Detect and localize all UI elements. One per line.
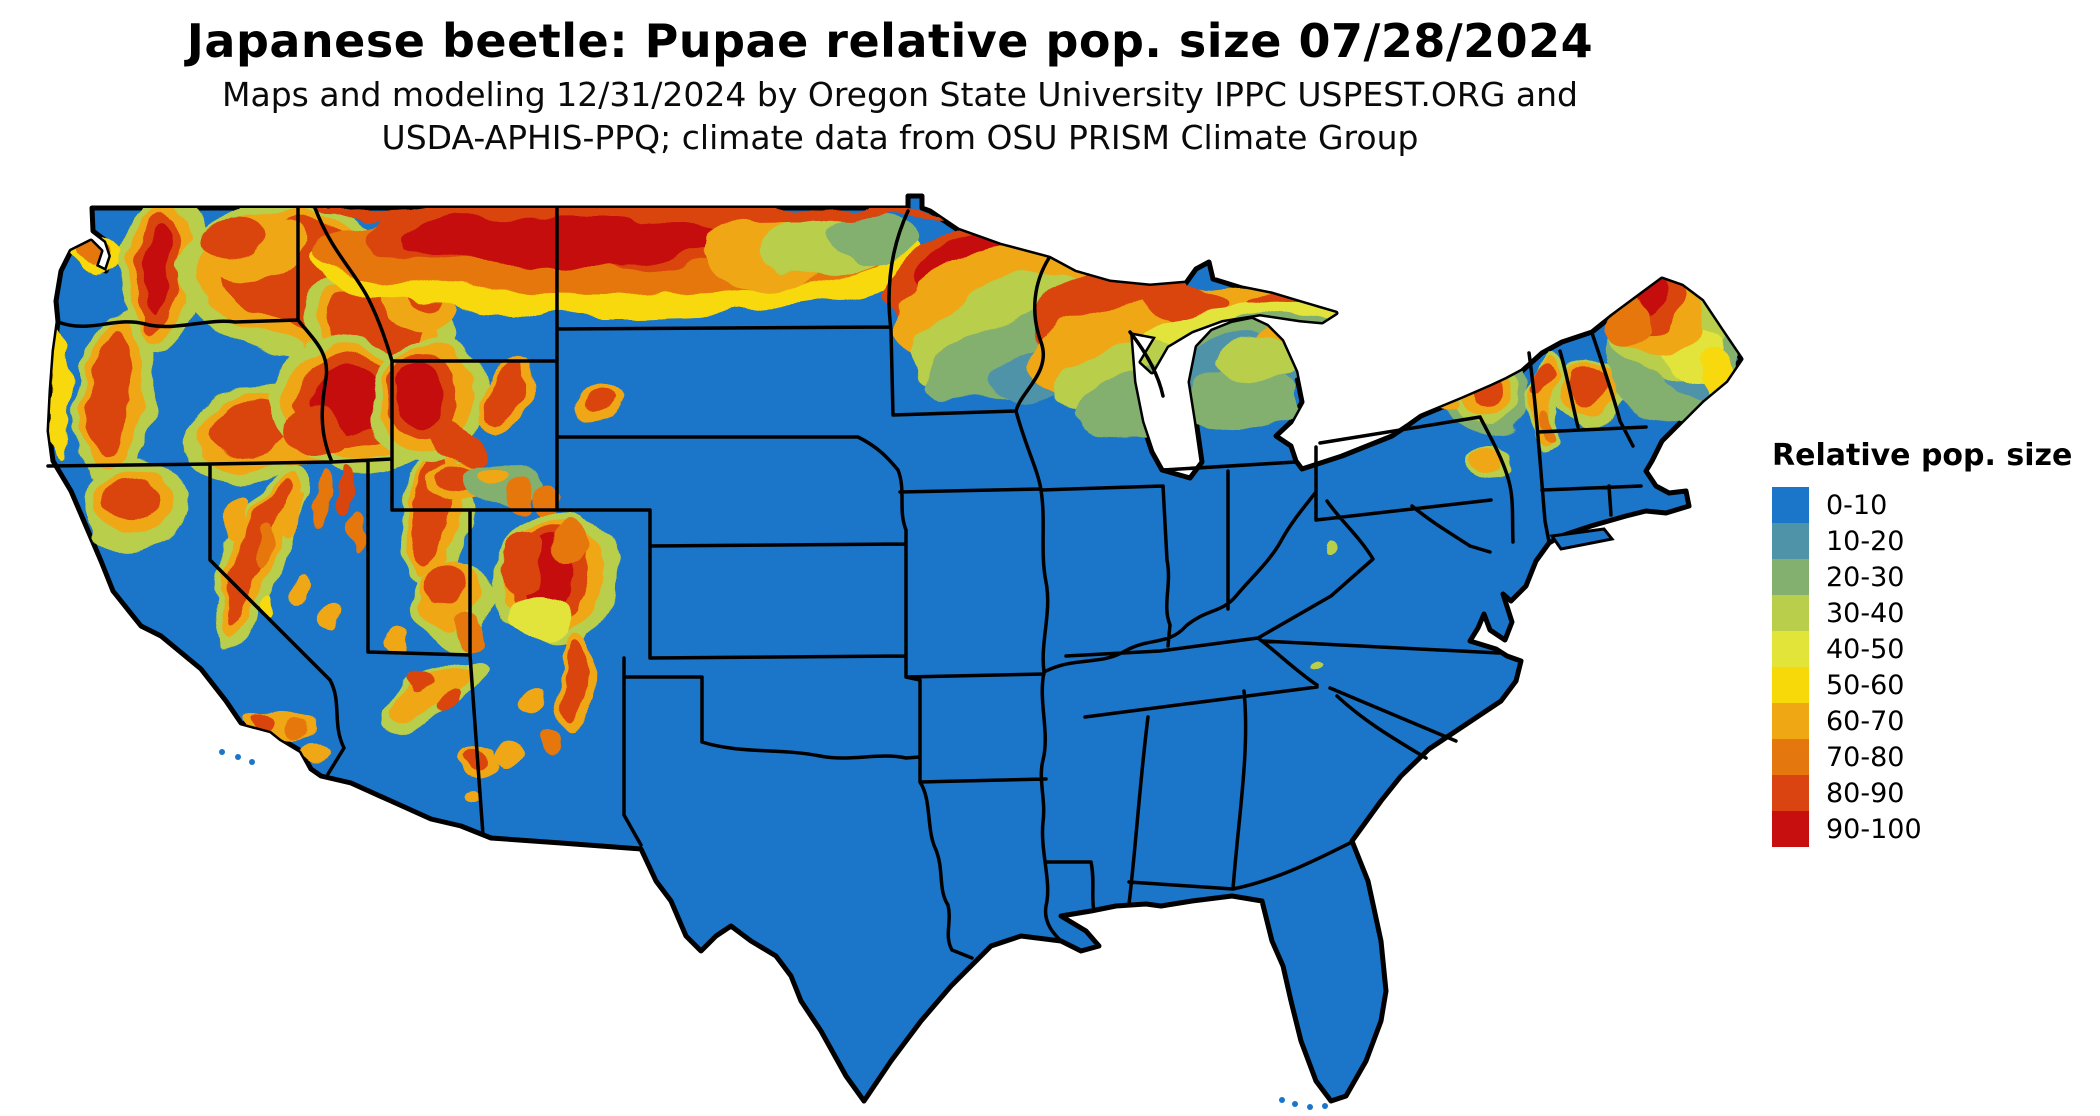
florida-keys (1279, 1097, 1328, 1110)
heat-region-mogollon-rim-arizona (382, 627, 482, 799)
heat-region-great-basin-nevada-ranges (230, 468, 366, 638)
subtitle-line-1: Maps and modeling 12/31/2024 by Oregon S… (222, 75, 1578, 114)
legend: Relative pop. size 0-10 10-20 20-30 30-40 40… (1772, 438, 2072, 847)
legend-title: Relative pop. size (1772, 438, 2073, 473)
page-title: Japanese beetle: Pupae relative pop. siz… (186, 14, 1594, 68)
legend-swatch (1772, 523, 1809, 559)
legend-item-70-80: 70-80 (1772, 739, 2072, 775)
heat-region-sangre-de-cristo-new-mexico (462, 635, 595, 778)
channel-islands (219, 749, 255, 765)
heat-region-cascades-washington (67, 196, 207, 352)
legend-swatch (1772, 559, 1809, 595)
legend-swatch (1772, 775, 1809, 811)
legend-label: 20-30 (1826, 561, 1905, 593)
legend-item-10-20: 10-20 (1772, 523, 2072, 559)
legend-label: 60-70 (1826, 705, 1905, 737)
legend-label: 50-60 (1826, 669, 1905, 701)
legend-label: 80-90 (1826, 777, 1905, 809)
legend-label: 30-40 (1826, 597, 1905, 629)
legend-item-30-40: 30-40 (1772, 595, 2072, 631)
page-subtitle: Maps and modeling 12/31/2024 by Oregon S… (0, 74, 1800, 160)
legend-item-80-90: 80-90 (1772, 775, 2072, 811)
legend-label: 40-50 (1826, 633, 1905, 665)
legend-label: 70-80 (1826, 741, 1905, 773)
legend-swatch (1772, 667, 1809, 703)
heat-region-montana-north-dakota-northern-plains (290, 200, 950, 316)
heat-overlay (53, 196, 1741, 799)
heat-region-appalachian-spots (1305, 538, 1338, 672)
state-borders (46, 206, 1648, 960)
heat-region-oregon-cascades-and-coast-range (53, 312, 156, 484)
legend-swatch (1772, 631, 1809, 667)
legend-item-60-70: 60-70 (1772, 703, 2072, 739)
legend-item-50-60: 50-60 (1772, 667, 2072, 703)
legend-label: 90-100 (1826, 813, 1922, 845)
legend-item-40-50: 40-50 (1772, 631, 2072, 667)
legend-swatch (1772, 703, 1809, 739)
heat-region-colorado-rockies (493, 506, 619, 650)
legend-swatch (1772, 487, 1809, 523)
legend-swatch (1772, 595, 1809, 631)
subtitle-line-2: USDA-APHIS-PPQ; climate data from OSU PR… (381, 117, 1419, 157)
legend-swatch (1772, 811, 1809, 847)
long-island (1549, 527, 1615, 551)
heat-region-yellowstone-wind-river-bighorn-wyoming (368, 340, 558, 514)
legend-item-0-10: 0-10 (1772, 487, 2072, 523)
heat-region-northern-lower-michigan (1175, 334, 1308, 428)
heat-region-black-hills-south-dakota (579, 379, 617, 425)
legend-item-90-100: 90-100 (1772, 811, 2072, 847)
legend-label: 10-20 (1826, 525, 1905, 557)
legend-label: 0-10 (1826, 489, 1888, 521)
legend-rows: 0-10 10-20 20-30 30-40 40-50 50-60 60-70 70-80 8… (1772, 487, 2072, 847)
legend-swatch (1772, 739, 1809, 775)
legend-item-20-30: 20-30 (1772, 559, 2072, 595)
